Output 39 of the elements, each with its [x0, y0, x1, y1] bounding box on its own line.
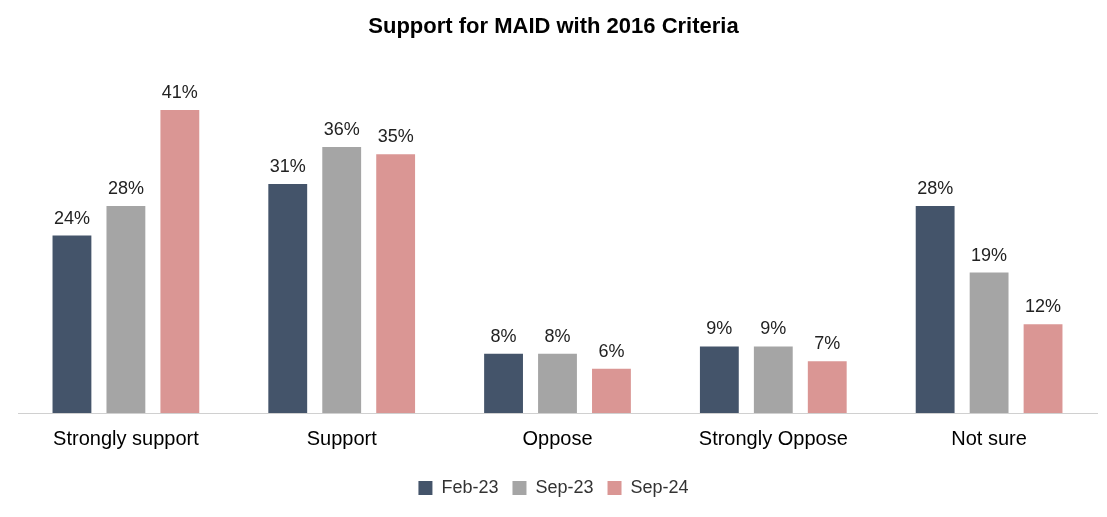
data-label: 41% — [161, 81, 198, 102]
bar — [969, 272, 1009, 413]
data-label: 8% — [544, 325, 571, 346]
bar — [160, 109, 200, 413]
bar — [915, 206, 955, 413]
bar — [484, 353, 523, 413]
bar — [699, 346, 739, 413]
chart-title: Support for MAID with 2016 Criteria — [368, 13, 740, 39]
bar — [268, 183, 308, 413]
legend-label: Sep-23 — [535, 476, 594, 497]
data-label: 31% — [269, 155, 306, 176]
legend-label: Sep-24 — [630, 476, 689, 497]
bar — [376, 154, 416, 413]
data-label: 8% — [490, 325, 517, 346]
bar — [753, 346, 793, 413]
data-label: 6% — [598, 340, 625, 361]
bar — [52, 235, 92, 413]
legend-label: Feb-23 — [441, 476, 499, 497]
data-label: 9% — [760, 318, 787, 339]
data-label: 35% — [377, 126, 414, 147]
data-label: 7% — [814, 333, 841, 354]
bar — [538, 353, 577, 413]
bar — [1023, 324, 1063, 413]
data-label: 12% — [1025, 296, 1062, 317]
bar — [322, 146, 362, 413]
data-label: 24% — [53, 207, 90, 228]
x-tick-label: Oppose — [522, 426, 593, 449]
data-label: 9% — [706, 318, 733, 339]
x-tick-label: Strongly support — [53, 426, 200, 449]
x-tick-label: Strongly Oppose — [698, 426, 848, 449]
bar — [592, 368, 631, 413]
bar — [106, 206, 146, 413]
data-label: 28% — [107, 178, 144, 199]
data-label: 28% — [917, 178, 954, 199]
bar — [807, 361, 847, 413]
x-tick-label: Support — [306, 426, 378, 449]
x-tick-label: Not sure — [951, 426, 1027, 449]
data-label: 36% — [323, 118, 360, 139]
data-label: 19% — [971, 244, 1008, 265]
